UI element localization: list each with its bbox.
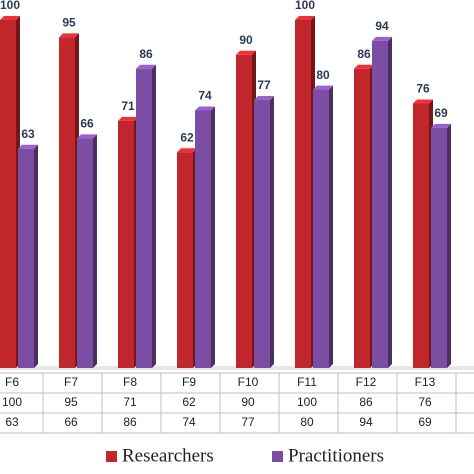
bar-top xyxy=(118,116,138,121)
bar xyxy=(254,100,270,368)
bar-side xyxy=(211,106,215,368)
table-cell: 100 xyxy=(297,395,317,409)
bar xyxy=(372,40,388,368)
bar-side xyxy=(34,144,38,368)
x-tick-label: F13 xyxy=(415,375,436,389)
bar xyxy=(136,68,152,368)
table-cell: 63 xyxy=(5,415,19,429)
x-tick-label: F10 xyxy=(238,375,259,389)
table-cell: 90 xyxy=(241,395,255,409)
value-label: 86 xyxy=(139,47,153,61)
bar-top xyxy=(236,50,256,55)
value-label: 66 xyxy=(80,116,94,130)
value-label: 95 xyxy=(62,16,76,30)
bar-top xyxy=(136,64,156,69)
value-label: 62 xyxy=(180,130,194,144)
bar-top xyxy=(77,134,97,139)
table-cell: 77 xyxy=(241,415,255,429)
x-tick-label: F11 xyxy=(297,375,317,389)
table-cell: 94 xyxy=(359,415,373,429)
bar-top xyxy=(59,33,79,38)
bar xyxy=(77,138,93,368)
bar xyxy=(118,120,134,368)
bar-side xyxy=(388,36,392,368)
bar-top xyxy=(18,144,38,149)
value-label: 80 xyxy=(316,68,330,82)
value-label: 69 xyxy=(434,106,448,120)
bar xyxy=(313,89,329,368)
bar-side xyxy=(270,96,274,368)
table-cell: 69 xyxy=(418,415,432,429)
x-tick-label: F6 xyxy=(5,375,19,389)
bar xyxy=(236,54,252,369)
table-cell: 76 xyxy=(418,395,432,409)
value-label: 94 xyxy=(375,19,389,33)
bar-side xyxy=(329,85,333,368)
x-tick-label: F12 xyxy=(356,375,377,389)
bar xyxy=(195,110,211,368)
table-cell: 80 xyxy=(300,415,314,429)
bar-top xyxy=(254,96,274,101)
bar-side xyxy=(447,123,451,368)
bar-side xyxy=(93,134,97,368)
legend-label: Researchers xyxy=(122,445,214,466)
bar-top xyxy=(195,106,215,111)
table-cell: 62 xyxy=(182,395,196,409)
bar xyxy=(295,20,311,368)
value-label: 71 xyxy=(121,99,135,113)
value-label: 100 xyxy=(295,0,315,12)
bar-top xyxy=(313,85,333,90)
bar-top xyxy=(177,148,197,153)
legend-swatch xyxy=(272,451,283,462)
bar xyxy=(18,148,34,368)
bar xyxy=(177,152,193,368)
x-tick-label: F7 xyxy=(64,375,78,389)
value-label: 86 xyxy=(357,47,371,61)
bar-side xyxy=(152,64,156,368)
bar-top xyxy=(431,123,451,128)
value-label: 63 xyxy=(21,127,35,141)
bar xyxy=(59,37,75,369)
bar-top xyxy=(0,16,20,20)
value-label: 76 xyxy=(416,82,430,96)
table-cell: 86 xyxy=(359,395,373,409)
table-cell: 71 xyxy=(123,395,137,409)
value-label: 90 xyxy=(239,33,253,47)
table-cell: 86 xyxy=(123,415,137,429)
bar xyxy=(413,103,429,369)
table-cell: 95 xyxy=(64,395,78,409)
bar xyxy=(0,20,16,368)
x-tick-label: F8 xyxy=(123,375,137,389)
bar-top xyxy=(354,64,374,69)
table-cell: 74 xyxy=(182,415,196,429)
bar-top xyxy=(413,99,433,104)
bar-top xyxy=(295,16,315,20)
value-label: 74 xyxy=(198,89,212,103)
value-label: 77 xyxy=(257,78,271,92)
legend-swatch xyxy=(106,451,117,462)
table-cell: 66 xyxy=(64,415,78,429)
table-cell: 100 xyxy=(2,395,22,409)
legend-label: Practitioners xyxy=(288,445,384,466)
bar xyxy=(354,68,370,368)
value-label: 100 xyxy=(0,0,20,12)
bar xyxy=(431,127,447,368)
x-tick-label: F9 xyxy=(182,375,196,389)
bar-top xyxy=(372,36,392,41)
